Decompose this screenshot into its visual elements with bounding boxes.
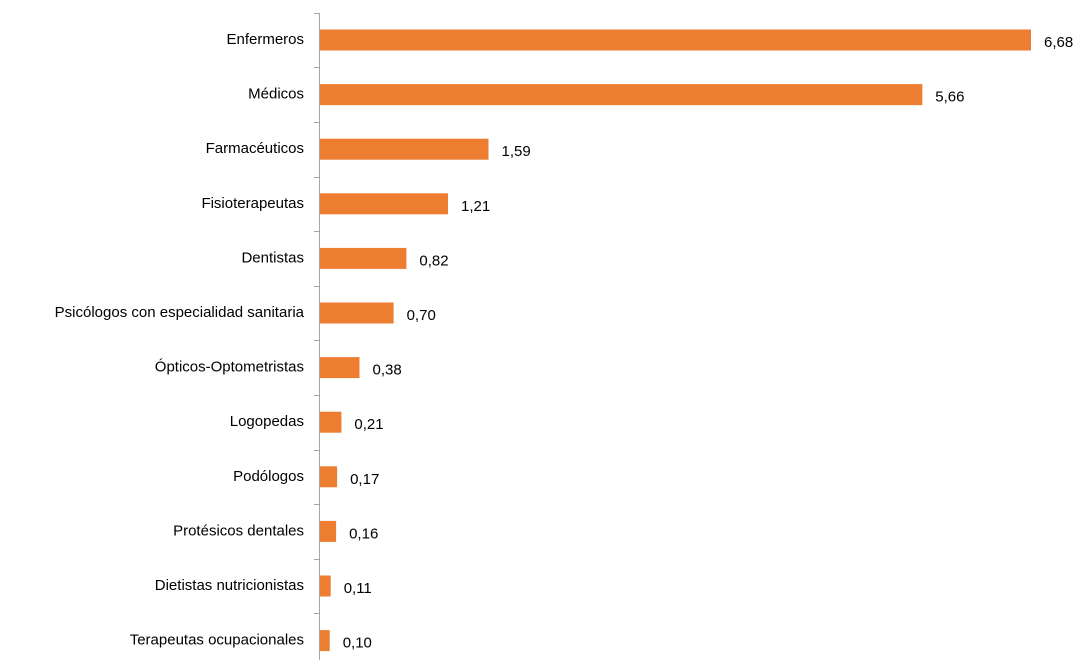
data-label: 0,10 <box>343 635 372 652</box>
category-label: Terapeutas ocupacionales <box>130 632 304 649</box>
category-label: Protésicos dentales <box>173 522 304 539</box>
data-label: 1,21 <box>461 198 490 215</box>
data-label: 0,82 <box>419 252 448 269</box>
category-label: Médicos <box>248 86 304 103</box>
data-label: 6,68 <box>1044 34 1073 51</box>
bars-layer <box>320 29 1031 652</box>
data-label: 0,70 <box>407 307 436 324</box>
category-label: Farmacéuticos <box>206 140 304 157</box>
bar <box>320 575 331 597</box>
bar <box>320 193 448 215</box>
bar <box>320 466 338 488</box>
data-label: 5,66 <box>935 89 964 106</box>
category-labels-layer: Enfermeros Médicos Farmacéuticos Fisioterap… <box>55 31 305 649</box>
bar <box>320 357 360 379</box>
category-label: Ópticos-Optometristas <box>155 359 304 376</box>
bar <box>320 247 407 269</box>
data-label: 0,38 <box>373 362 402 379</box>
data-label: 0,16 <box>349 525 378 542</box>
data-label: 1,59 <box>502 143 531 160</box>
category-label: Logopedas <box>230 413 304 430</box>
value-labels-layer: 6,68 5,66 1,59 1,21 0,82 0,70 0,38 0,21 0,17 0,16… <box>343 34 1074 652</box>
bar <box>320 630 330 652</box>
axis-layer <box>314 13 320 660</box>
category-label: Enfermeros <box>226 31 304 48</box>
category-label: Podólogos <box>233 468 304 485</box>
data-label: 0,21 <box>354 416 383 433</box>
bar <box>320 29 1031 51</box>
category-label: Dentistas <box>241 249 304 266</box>
category-label: Psicólogos con especialidad sanitaria <box>55 304 305 321</box>
data-label: 0,11 <box>344 580 372 597</box>
bar <box>320 138 489 160</box>
category-label: Dietistas nutricionistas <box>155 577 304 594</box>
bar <box>320 411 342 433</box>
data-label: 0,17 <box>350 471 379 488</box>
bar <box>320 84 923 106</box>
bar <box>320 302 394 324</box>
bar <box>320 520 337 542</box>
category-label: Fisioterapeutas <box>201 195 304 212</box>
